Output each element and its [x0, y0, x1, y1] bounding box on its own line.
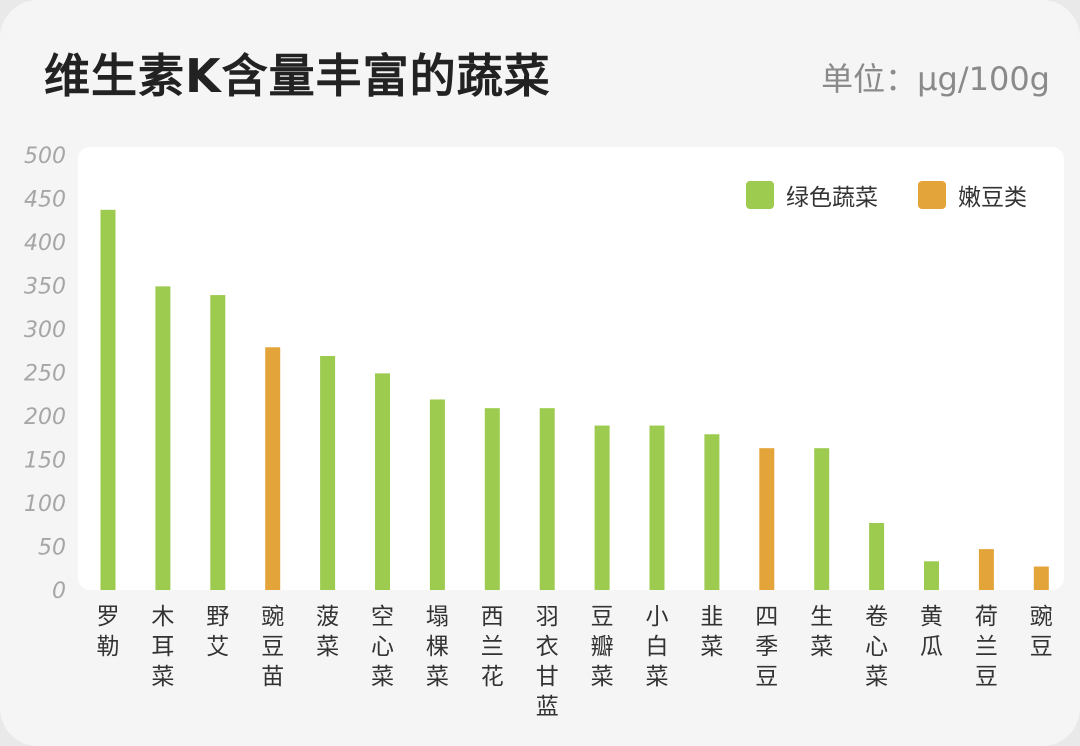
- plot-area: [78, 147, 1064, 590]
- x-tick-label: 菠菜: [316, 604, 339, 660]
- bar-9: [594, 425, 610, 590]
- y-tick-label: 350: [24, 275, 66, 300]
- bar-17: [1033, 566, 1049, 590]
- x-tick-label: 西兰花: [481, 604, 504, 690]
- bar-1: [155, 286, 171, 590]
- x-tick-label: 黄瓜: [920, 604, 943, 660]
- y-tick-label: 250: [24, 362, 66, 387]
- bar-8: [539, 408, 555, 590]
- bar-5: [375, 373, 390, 590]
- x-tick-label: 韭菜: [700, 604, 723, 660]
- x-tick-label: 豌豆: [1030, 604, 1053, 660]
- x-tick-label: 豆瓣菜: [591, 604, 614, 690]
- y-tick-label: 0: [52, 579, 66, 604]
- legend-swatch-orange: [918, 181, 946, 209]
- x-tick-label: 豌豆苗: [261, 604, 284, 690]
- x-tick-label: 空心菜: [371, 604, 394, 690]
- bar-10: [649, 425, 665, 590]
- x-tick-label: 荷兰豆: [975, 604, 998, 690]
- x-tick-label: 木耳菜: [151, 604, 174, 690]
- chart-title: 维生素K含量丰富的蔬菜: [44, 49, 551, 103]
- bar-7: [484, 408, 500, 590]
- x-tick-label: 野艾: [206, 604, 229, 660]
- bar-3: [265, 347, 281, 590]
- bar-14: [869, 523, 885, 590]
- y-tick-label: 500: [24, 144, 66, 169]
- y-tick-label: 100: [24, 492, 66, 517]
- bar-0: [100, 209, 116, 590]
- x-tick-label: 罗勒: [97, 604, 120, 660]
- y-tick-label: 200: [24, 405, 66, 430]
- y-tick-label: 300: [24, 318, 66, 343]
- bar-4: [320, 355, 336, 590]
- x-tick-label: 四季豆: [755, 604, 778, 690]
- y-tick-label: 50: [38, 536, 66, 561]
- y-tick-label: 450: [24, 188, 66, 213]
- x-tick-label: 卷心菜: [865, 604, 888, 690]
- x-tick-label: 小白菜: [646, 604, 669, 690]
- legend-label-orange: 嫩豆类: [958, 185, 1027, 211]
- x-tick-label: 羽衣甘蓝: [536, 604, 559, 720]
- bar-11: [704, 434, 720, 590]
- y-tick-label: 150: [24, 449, 66, 474]
- bar-12: [759, 448, 775, 590]
- bar-13: [814, 448, 830, 590]
- legend-label-green: 绿色蔬菜: [786, 185, 878, 211]
- bar-6: [429, 399, 445, 590]
- bar-2: [210, 295, 226, 590]
- legend-swatch-green: [746, 181, 774, 209]
- bar-16: [978, 549, 994, 590]
- legend-item-green: 绿色蔬菜: [746, 178, 878, 212]
- unit-label: 单位：μg/100g: [821, 60, 1050, 98]
- y-tick-label: 400: [24, 231, 66, 256]
- legend-item-orange: 嫩豆类: [918, 178, 1027, 212]
- bar-15: [924, 561, 939, 590]
- x-tick-label: 生菜: [810, 604, 833, 660]
- x-tick-label: 塌棵菜: [426, 604, 449, 690]
